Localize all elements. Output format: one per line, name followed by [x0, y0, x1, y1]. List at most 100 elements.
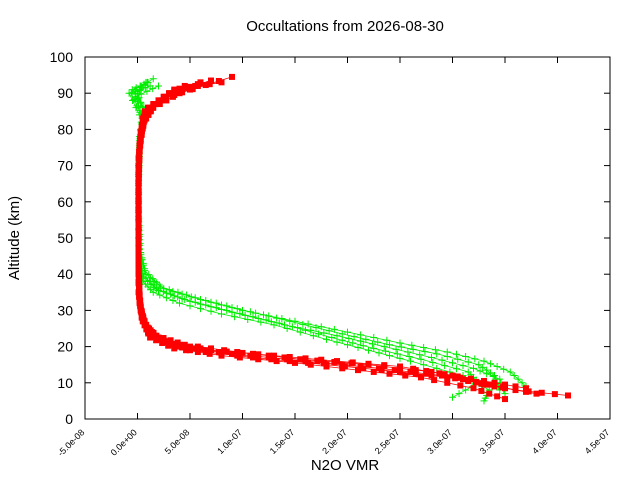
data-point — [171, 86, 178, 93]
data-point — [309, 332, 317, 340]
data-point — [234, 349, 241, 356]
data-point — [480, 357, 488, 365]
data-point — [502, 385, 508, 392]
data-point — [471, 355, 479, 363]
data-point — [157, 97, 164, 104]
series-layer — [125, 73, 571, 405]
data-point — [162, 93, 169, 100]
data-point — [502, 396, 508, 403]
data-point — [302, 326, 309, 334]
data-point — [502, 381, 508, 388]
data-point — [202, 296, 210, 304]
data-point — [135, 178, 142, 185]
data-point — [370, 344, 378, 352]
data-point — [160, 335, 167, 342]
y-tick-label: 40 — [57, 266, 73, 282]
y-tick-label: 10 — [57, 375, 73, 391]
data-point — [236, 354, 243, 361]
data-point — [402, 372, 409, 379]
y-tick-label: 70 — [57, 158, 73, 174]
data-point — [333, 332, 341, 340]
data-point — [382, 347, 390, 355]
data-point — [314, 357, 321, 364]
data-point — [325, 327, 333, 335]
data-point — [344, 328, 351, 336]
data-point — [135, 162, 142, 169]
data-point — [137, 303, 144, 310]
data-point — [386, 352, 393, 360]
data-point — [281, 354, 288, 361]
data-point — [476, 367, 484, 375]
data-point — [433, 350, 441, 358]
data-point — [380, 343, 388, 351]
data-point — [462, 353, 470, 361]
data-point — [323, 363, 330, 370]
data-point — [386, 370, 393, 377]
x-tick-label: 2.0e-07 — [320, 427, 349, 456]
x-tick-label: 0.0e+00 — [109, 427, 139, 457]
data-point — [328, 334, 336, 342]
data-point — [135, 278, 142, 285]
data-point — [323, 335, 330, 343]
data-point — [137, 297, 144, 304]
data-point — [491, 372, 498, 380]
data-point — [454, 355, 462, 363]
data-point — [312, 324, 320, 332]
data-point — [139, 312, 146, 319]
data-point — [137, 98, 145, 106]
data-point — [428, 372, 435, 379]
profile-line — [138, 80, 485, 385]
data-point — [149, 275, 157, 283]
data-point — [449, 393, 456, 401]
data-point — [194, 82, 201, 89]
data-point — [143, 87, 151, 95]
data-point — [244, 315, 252, 323]
data-point — [136, 284, 143, 291]
data-point — [429, 358, 437, 366]
data-point — [464, 358, 472, 366]
data-point — [137, 90, 145, 98]
data-point — [135, 215, 142, 222]
data-point — [156, 291, 164, 299]
data-point — [381, 363, 388, 370]
data-point — [397, 368, 403, 375]
data-point — [506, 368, 514, 376]
data-point — [187, 343, 193, 350]
x-tick-label: 3.0e-07 — [425, 427, 454, 456]
data-point — [407, 368, 414, 375]
data-point — [296, 328, 304, 336]
data-point — [265, 352, 272, 359]
data-point — [142, 78, 150, 86]
data-point — [135, 269, 142, 276]
data-point — [171, 92, 178, 99]
data-point — [149, 75, 157, 83]
data-point — [470, 364, 477, 372]
data-point — [153, 101, 160, 108]
x-tick-label: 1.0e-07 — [215, 427, 244, 456]
data-point — [357, 337, 365, 345]
data-point — [443, 353, 451, 361]
series-0 — [125, 75, 530, 405]
data-point — [501, 390, 509, 398]
y-tick-label: 0 — [65, 411, 73, 427]
data-point — [428, 353, 435, 361]
data-point — [444, 374, 451, 381]
data-point — [302, 355, 309, 362]
data-point — [229, 73, 235, 80]
y-tick-label: 60 — [57, 194, 73, 210]
data-point — [368, 340, 376, 348]
data-point — [286, 317, 294, 325]
data-point — [149, 104, 156, 111]
data-point — [249, 313, 257, 321]
data-point — [523, 385, 529, 392]
data-point — [565, 392, 571, 399]
x-tick-label: 3.5e-07 — [478, 427, 507, 456]
data-point — [512, 387, 519, 394]
data-point — [486, 381, 493, 388]
data-point — [491, 383, 498, 390]
data-point — [165, 286, 173, 294]
data-point — [428, 368, 435, 375]
data-point — [149, 281, 157, 289]
data-point — [486, 390, 493, 397]
data-point — [462, 386, 470, 394]
